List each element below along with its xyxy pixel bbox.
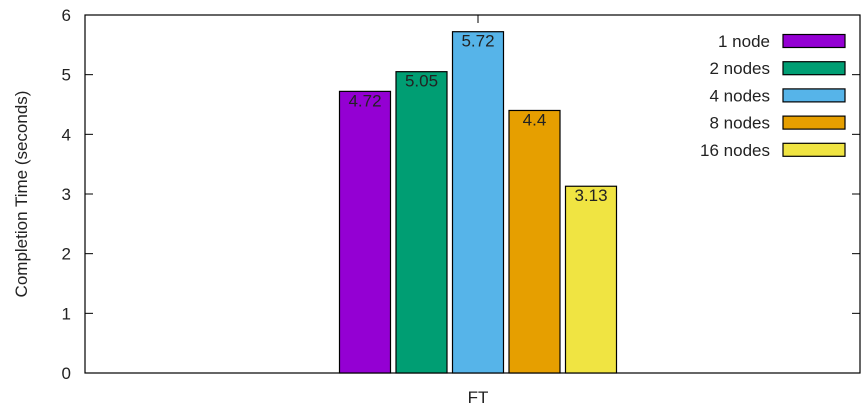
y-axis: 0 1 2 3 4 5 6 [62,6,860,383]
y-tick-label: 5 [62,66,71,85]
bar-value-label: 5.72 [461,32,494,51]
bar-1-node [338,90,392,374]
y-tick-label: 2 [62,245,71,264]
legend-label: 16 nodes [700,141,770,160]
bar-8-nodes [508,109,561,374]
bar-labels: 4.72 5.05 5.72 4.4 3.13 [348,32,607,206]
legend-swatch [782,115,846,130]
bar-16-nodes [564,185,618,374]
y-tick-label: 3 [62,185,71,204]
legend-label: 1 node [718,32,770,51]
legend-label: 4 nodes [710,86,771,105]
legend-swatch [782,61,846,76]
bar-value-label: 5.05 [405,72,438,91]
legend-swatch [782,142,846,157]
y-axis-title: Completion Time (seconds) [12,91,31,298]
bar-4-nodes [451,31,505,374]
bar-2-nodes [395,71,448,374]
legend: 1 node 2 nodes 4 nodes 8 nodes 16 nodes [700,32,846,160]
y-tick-label: 1 [62,304,71,323]
bar-value-label: 3.13 [574,186,607,205]
x-tick-label: FT [468,388,489,407]
y-tick-label: 6 [62,6,71,25]
bar-group [338,31,618,374]
y-tick-label: 4 [62,125,71,144]
legend-swatch [782,88,846,103]
legend-swatch [782,33,846,49]
legend-label: 2 nodes [710,59,771,78]
bar-value-label: 4.72 [348,91,381,110]
y-tick-label: 0 [62,364,71,383]
legend-label: 8 nodes [710,114,771,133]
bar-value-label: 4.4 [523,110,547,129]
